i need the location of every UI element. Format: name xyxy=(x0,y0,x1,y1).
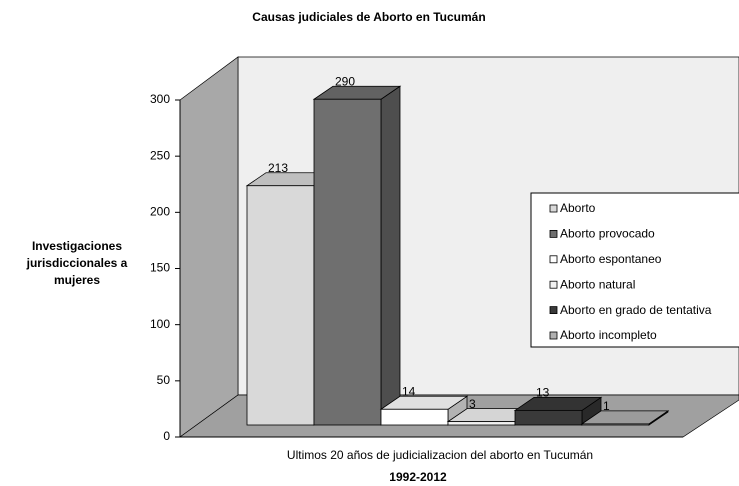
legend-swatch xyxy=(549,331,558,340)
data-label: 213 xyxy=(268,161,288,175)
legend-swatch xyxy=(549,229,558,238)
legend-swatch xyxy=(549,306,558,315)
legend-label: Aborto espontaneo xyxy=(560,252,662,266)
x-axis-label: 1992-2012 xyxy=(389,470,447,484)
data-label: 1 xyxy=(603,399,610,413)
bar xyxy=(380,408,449,426)
legend-label: Aborto provocado xyxy=(560,227,655,241)
data-label: 14 xyxy=(402,384,416,398)
bar xyxy=(447,421,516,426)
bar xyxy=(246,185,315,426)
legend-label: Aborto xyxy=(560,201,596,215)
bar xyxy=(313,98,382,426)
y-tick-label: 100 xyxy=(150,317,170,331)
y-tick-label: 50 xyxy=(157,373,171,387)
legend-swatch xyxy=(549,280,558,289)
legend-swatch xyxy=(549,255,558,264)
legend-swatch xyxy=(549,204,558,213)
legend-label: Aborto en grado de tentativa xyxy=(560,303,712,317)
y-tick-label: 150 xyxy=(150,261,170,275)
y-tick-label: 250 xyxy=(150,148,170,162)
bar xyxy=(514,409,583,426)
bar xyxy=(581,423,650,426)
y-tick-label: 300 xyxy=(150,92,170,106)
bar-side xyxy=(380,85,401,426)
legend-label: Aborto natural xyxy=(560,277,635,291)
legend-label: Aborto incompleto xyxy=(560,328,657,342)
side-wall xyxy=(179,56,239,438)
data-label: 290 xyxy=(335,74,355,88)
legend xyxy=(530,192,739,348)
y-axis-label: Investigaciones jurisdiccionales a mujer… xyxy=(26,239,128,287)
y-tick-label: 200 xyxy=(150,205,170,219)
chart-title: Causas judiciales de Aborto en Tucumán xyxy=(252,10,485,24)
y-tick-label: 0 xyxy=(163,429,170,443)
data-label: 13 xyxy=(536,386,550,400)
x-category-label: Ultimos 20 años de judicializacion del a… xyxy=(287,448,593,462)
data-label: 3 xyxy=(469,397,476,411)
